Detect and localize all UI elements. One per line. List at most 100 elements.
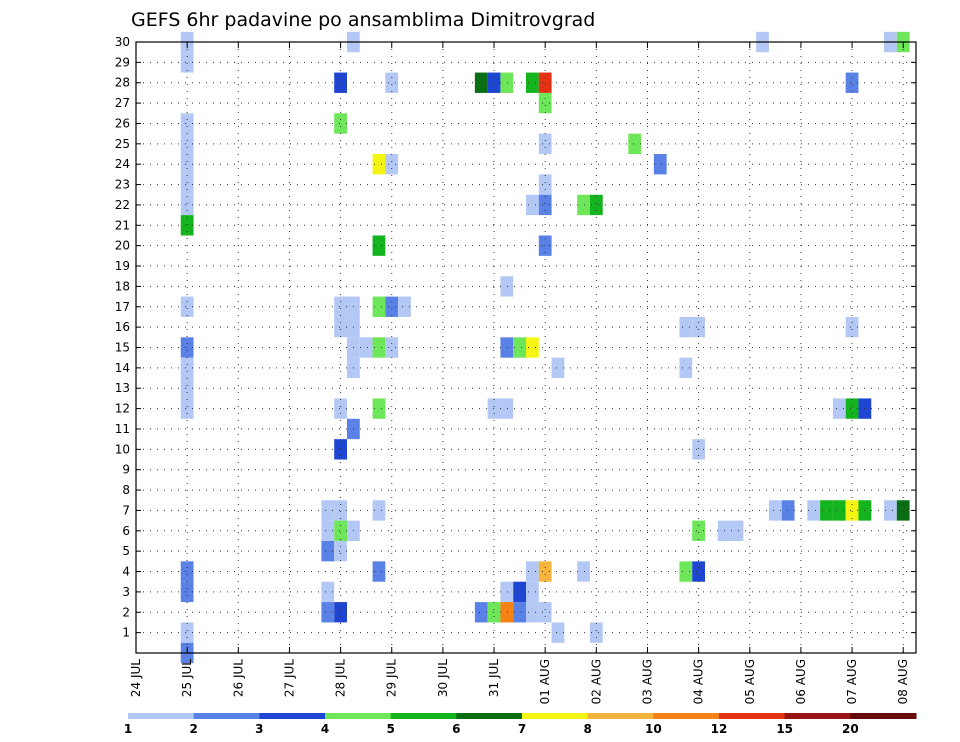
- heatmap-cell: [474, 602, 488, 623]
- heatmap-cell: [832, 500, 846, 521]
- colorbar-label: 4: [321, 722, 329, 736]
- heatmap-cell: [589, 194, 603, 216]
- heatmap-cell: [730, 520, 744, 541]
- heatmap-cell: [589, 622, 603, 643]
- heatmap-cell: [526, 194, 539, 216]
- heatmap-cell: [513, 602, 526, 623]
- heatmap-cell: [551, 357, 565, 379]
- heatmap-cell: [372, 398, 386, 419]
- heatmap-cell: [500, 72, 514, 93]
- heatmap-cell: [538, 92, 552, 114]
- y-tick-label: 7: [122, 503, 130, 517]
- heatmap-cell: [372, 337, 386, 358]
- y-tick-label: 2: [122, 605, 130, 619]
- x-tick-label: 24 JUL: [129, 659, 143, 697]
- heatmap-cell: [679, 561, 693, 582]
- y-tick-label: 19: [115, 259, 130, 273]
- heatmap-cell: [538, 174, 552, 195]
- x-tick-label: 07 AUG: [845, 659, 859, 704]
- heatmap-cell: [820, 500, 833, 521]
- heatmap-cell: [334, 439, 347, 460]
- heatmap-cell: [180, 398, 194, 419]
- x-tick-label: 26 JUL: [231, 659, 245, 697]
- heatmap-cell: [538, 602, 552, 623]
- x-tick-label: 27 JUL: [282, 659, 296, 697]
- heatmap-cell: [385, 337, 399, 358]
- heatmap-cell: [372, 500, 386, 521]
- heatmap-cell: [487, 602, 501, 623]
- heatmap-cell: [577, 561, 590, 582]
- heatmap-cell: [500, 581, 514, 603]
- y-tick-label: 4: [122, 565, 130, 579]
- y-tick-label: 9: [122, 463, 130, 477]
- heatmap-cell: [474, 72, 488, 93]
- heatmap-cell: [845, 72, 859, 93]
- heatmap-cell: [513, 337, 526, 358]
- x-tick-label: 30 JUL: [436, 659, 450, 697]
- heatmap-cell: [334, 316, 347, 338]
- x-tick-label: 08 AUG: [896, 659, 910, 704]
- heatmap-cell: [180, 296, 194, 317]
- heatmap-cell: [321, 540, 335, 562]
- heatmap-cell: [372, 561, 386, 582]
- heatmap-cell: [538, 72, 552, 93]
- heatmap-cell: [577, 194, 590, 216]
- heatmap-cell: [692, 561, 706, 582]
- y-tick-label: 14: [115, 361, 130, 375]
- y-tick-label: 8: [122, 483, 130, 497]
- heatmap-cell: [500, 276, 514, 297]
- heatmap-cell: [334, 540, 347, 562]
- heatmap-cell: [180, 561, 194, 582]
- y-tick-label: 10: [115, 442, 130, 456]
- colorbar-label: 5: [386, 722, 394, 736]
- heatmap-cell: [321, 602, 335, 623]
- heatmap-cell: [538, 561, 552, 582]
- heatmap-cell: [180, 52, 194, 73]
- colorbar-label: 20: [842, 722, 859, 736]
- colorbar-swatch: [193, 713, 260, 719]
- heatmap-cell: [372, 296, 386, 317]
- heatmap-cell: [385, 154, 399, 175]
- y-tick-label: 24: [115, 157, 130, 171]
- heatmap-cell: [180, 622, 194, 643]
- heatmap-cell: [692, 439, 706, 460]
- colorbar-swatch: [456, 713, 523, 719]
- heatmap-cell: [628, 133, 642, 155]
- heatmap-cell: [385, 72, 399, 93]
- heatmap-cell: [538, 133, 552, 155]
- x-tick-label: 02 AUG: [589, 659, 603, 704]
- x-tick-label: 05 AUG: [743, 659, 757, 704]
- colorbar-swatch: [259, 713, 326, 719]
- colorbar-swatch: [653, 713, 720, 719]
- colorbar-label: 8: [583, 722, 591, 736]
- y-tick-label: 1: [122, 626, 130, 640]
- heatmap-cell: [500, 602, 514, 623]
- heatmap-cell: [334, 602, 347, 623]
- colorbar-swatch: [850, 713, 917, 719]
- colorbar-swatch: [390, 713, 457, 719]
- heatmap-cell: [526, 72, 539, 93]
- colorbar-swatch: [784, 713, 851, 719]
- y-tick-label: 26: [115, 116, 130, 130]
- heatmap-cell: [781, 500, 795, 521]
- heatmap-cell: [500, 398, 514, 419]
- colorbar-swatch: [522, 713, 589, 719]
- y-tick-label: 28: [115, 76, 130, 90]
- y-tick-label: 5: [122, 544, 130, 558]
- heatmap-cell: [334, 72, 347, 93]
- heatmap-cell: [334, 520, 347, 541]
- chart-title: GEFS 6hr padavine po ansamblima Dimitrov…: [131, 9, 595, 31]
- colorbar-label: 3: [255, 722, 263, 736]
- heatmap-cell: [180, 581, 194, 603]
- colorbar: 1 2 3 4 5 6 7 8 10 12 15 20: [124, 713, 917, 736]
- heatmap-cell: [180, 154, 194, 175]
- heatmap-cell: [679, 316, 693, 338]
- heatmap-cell: [334, 113, 347, 134]
- colorbar-swatch: [719, 713, 786, 719]
- y-tick-label: 16: [115, 320, 130, 334]
- heatmap-cell: [372, 154, 386, 175]
- heatmap-cell: [884, 500, 897, 521]
- heatmap-cell: [334, 398, 347, 419]
- cells-layer: [180, 31, 910, 664]
